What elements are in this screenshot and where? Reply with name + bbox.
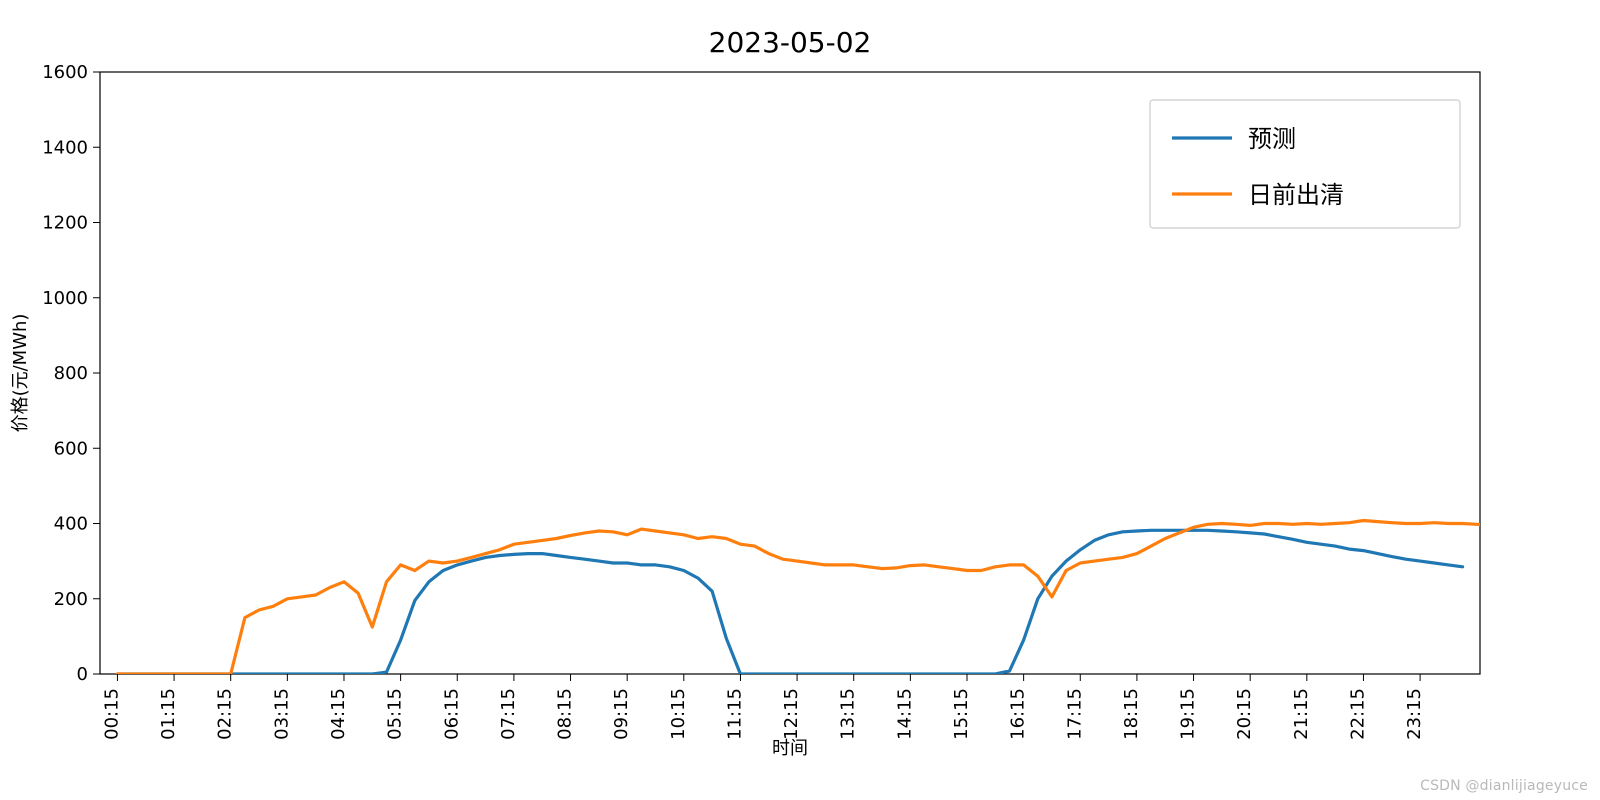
chart-title: 2023-05-02	[709, 26, 872, 59]
ytick-label: 200	[54, 589, 88, 610]
ytick-label: 800	[54, 363, 88, 384]
ytick-label: 1000	[42, 288, 88, 309]
xtick-label: 03:15	[271, 688, 292, 740]
ytick-label: 1400	[42, 137, 88, 158]
legend-label: 预测	[1248, 125, 1296, 153]
ytick-label: 1200	[42, 213, 88, 234]
xtick-label: 10:15	[668, 688, 689, 740]
xtick-label: 00:15	[101, 688, 122, 740]
xtick-label: 02:15	[215, 688, 236, 740]
xtick-label: 05:15	[385, 688, 406, 740]
xtick-label: 04:15	[328, 688, 349, 740]
legend-label: 日前出清	[1248, 181, 1344, 209]
xtick-label: 20:15	[1234, 688, 1255, 740]
xtick-label: 12:15	[781, 688, 802, 740]
xtick-label: 19:15	[1178, 688, 1199, 740]
xtick-label: 16:15	[1008, 688, 1029, 740]
chart-container: 2023-05-02 0 200 400 600 800 1000 1200 1400 1600 价…	[0, 0, 1600, 800]
xtick-label: 15:15	[951, 688, 972, 740]
x-axis-label: 时间	[772, 738, 808, 759]
xtick-label: 11:15	[724, 688, 745, 740]
xtick-label: 13:15	[838, 688, 859, 740]
xtick-label: 07:15	[498, 688, 519, 740]
ytick-label: 400	[54, 514, 88, 535]
xtick-label: 08:15	[555, 688, 576, 740]
xtick-label: 21:15	[1291, 688, 1312, 740]
xtick-label: 22:15	[1347, 688, 1368, 740]
xtick-label: 23:15	[1404, 688, 1425, 740]
xtick-label: 14:15	[894, 688, 915, 740]
xtick-label: 06:15	[441, 688, 462, 740]
line-chart: 2023-05-02 0 200 400 600 800 1000 1200 1400 1600 价…	[0, 0, 1600, 800]
xtick-label: 09:15	[611, 688, 632, 740]
xtick-label: 17:15	[1064, 688, 1085, 740]
xtick-label: 01:15	[158, 688, 179, 740]
xtick-label: 18:15	[1121, 688, 1142, 740]
y-axis-label: 价格(元/MWh)	[10, 314, 31, 433]
ytick-label: 0	[77, 664, 88, 685]
ytick-label: 600	[54, 438, 88, 459]
legend: 预测日前出清	[1150, 100, 1460, 228]
ytick-label: 1600	[42, 62, 88, 83]
watermark: CSDN @dianlijiageyuce	[1420, 778, 1588, 794]
